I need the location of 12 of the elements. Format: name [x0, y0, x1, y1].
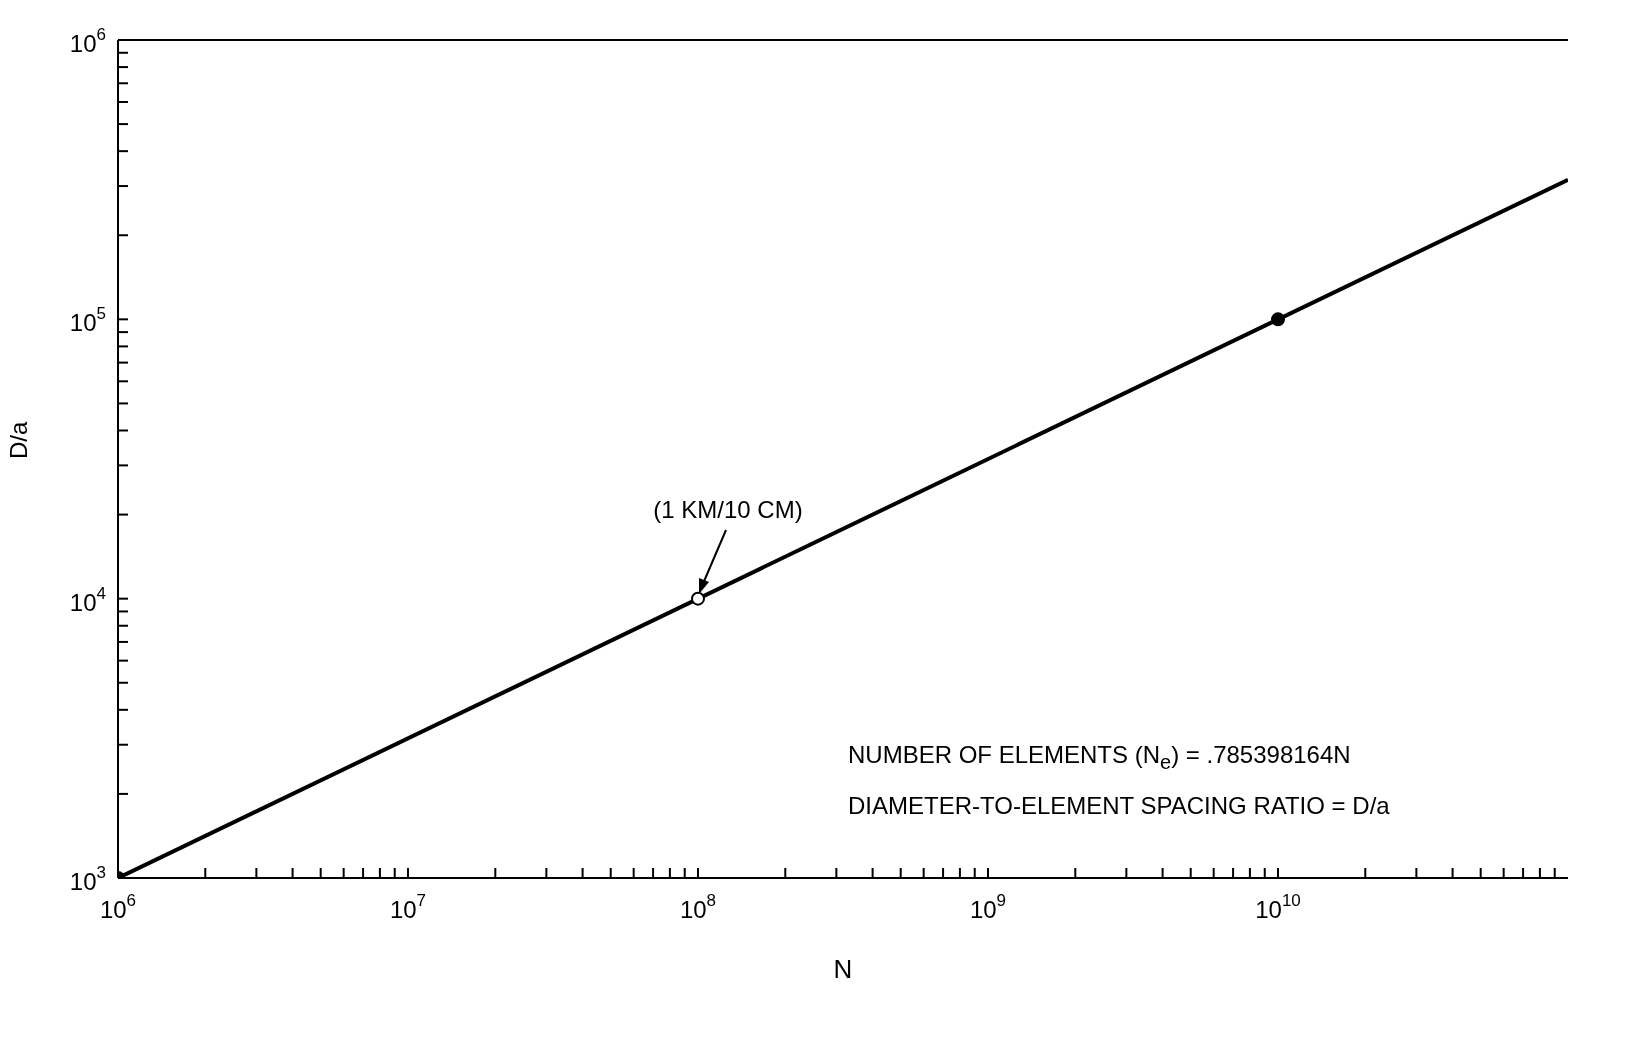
annotation: NUMBER OF ELEMENTS (N$_{e}$) = .785398164N	[848, 740, 1352, 775]
x-tick-label: 10$^{8}$	[679, 891, 717, 923]
x-axis-title: N	[833, 954, 853, 984]
y-tick-label: 10$^{5}$	[69, 304, 106, 337]
y-tick-label: 10$^{4}$	[69, 583, 106, 616]
x-tick-label: 10$^{10}$	[1255, 891, 1301, 923]
annotation: (1 KM/10 CM)	[652, 496, 804, 524]
annotation: DIAMETER-TO-ELEMENT SPACING RATIO = D/a	[848, 790, 1390, 821]
x-tick-label: 10$^{9}$	[969, 891, 1007, 923]
x-tick-label: 10$^{7}$	[389, 891, 427, 923]
y-tick-label: 10$^{6}$	[69, 25, 106, 57]
y-axis-title: D/a	[4, 421, 32, 459]
